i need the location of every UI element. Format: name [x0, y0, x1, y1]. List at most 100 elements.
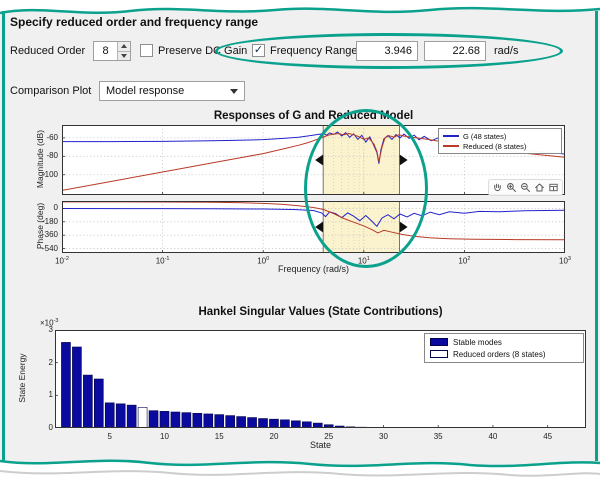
- phase-plot-canvas[interactable]: [62, 201, 565, 253]
- zoom-in-icon[interactable]: [506, 182, 517, 193]
- hankel-bar-state-13[interactable]: [192, 413, 203, 428]
- hankel-bar-state-22[interactable]: [291, 420, 301, 428]
- tick-label: 1: [48, 390, 53, 400]
- hankel-bar-state-12[interactable]: [181, 412, 192, 428]
- hankel-bar-state-7[interactable]: [126, 404, 137, 428]
- hankel-bar-state-21[interactable]: [280, 419, 290, 428]
- band-handle-right[interactable]: [399, 221, 408, 233]
- hankel-legend: Stable modes Reduced orders (8 states): [424, 333, 584, 363]
- tick-label: 10-2: [55, 256, 69, 266]
- axes-border: [62, 125, 565, 195]
- legend-swatch-stable: [430, 338, 448, 346]
- band-handle-left[interactable]: [315, 154, 324, 166]
- axes-border: [62, 201, 565, 253]
- tick-label: 35: [433, 432, 443, 441]
- hankel-bar-state-18[interactable]: [247, 417, 257, 428]
- tick-label: -540: [41, 243, 58, 253]
- tick-label: 0: [53, 203, 58, 213]
- series-line-g: [62, 208, 565, 228]
- legend-line-reduced: [443, 145, 459, 147]
- spinner-buttons: [117, 42, 130, 60]
- hankel-bar-state-8[interactable]: [137, 407, 148, 428]
- tick-label: 103: [559, 256, 571, 266]
- frequency-axis-label: Frequency (rad/s): [277, 264, 350, 274]
- hankel-bar-state-23[interactable]: [302, 421, 312, 428]
- state-axis-label: State: [309, 440, 331, 450]
- tick-label: 10: [160, 432, 169, 441]
- bode-figure: Responses of G and Reduced Model Magnitu…: [0, 108, 600, 280]
- tick-label: 30: [379, 432, 388, 441]
- band-handle-right[interactable]: [399, 154, 408, 166]
- hankel-title: Hankel Singular Values (State Contributi…: [198, 306, 443, 318]
- tick-label: -360: [41, 230, 58, 240]
- frequency-min-field[interactable]: [356, 41, 418, 61]
- tick-label: 10-1: [155, 256, 170, 266]
- tick-label: 3: [48, 325, 53, 334]
- tick-label: 5: [107, 432, 112, 441]
- band-handle-left[interactable]: [315, 221, 324, 233]
- tick-label: 101: [357, 256, 370, 266]
- tick-label: 100: [257, 256, 270, 266]
- frequency-max-field[interactable]: [424, 41, 486, 61]
- tick-label: -180: [41, 216, 58, 226]
- legend-label-g: G (48 states): [463, 131, 507, 141]
- tick-label: 2: [48, 357, 53, 367]
- hankel-bar-state-14[interactable]: [203, 413, 214, 428]
- magnitude-plot-canvas[interactable]: [62, 125, 565, 195]
- tick-label: 40: [488, 432, 498, 441]
- spinner-up-button[interactable]: [118, 42, 130, 51]
- preserve-dc-checkbox[interactable]: ✓: [140, 44, 153, 57]
- pan-hand-icon[interactable]: [492, 182, 503, 193]
- export-grid-icon[interactable]: [548, 182, 559, 193]
- reduced-order-input[interactable]: [94, 42, 117, 60]
- hankel-bar-state-16[interactable]: [225, 415, 235, 428]
- legend-entry-g: G (48 states): [443, 131, 557, 141]
- tick-label: 20: [269, 432, 279, 441]
- tick-label: 15: [214, 432, 224, 441]
- home-icon[interactable]: [534, 182, 545, 193]
- state-energy-axis-label: State Energy: [17, 353, 27, 403]
- hankel-bar-state-2[interactable]: [72, 346, 82, 428]
- legend-swatch-reduced-orders: [430, 350, 448, 358]
- spinner-down-button[interactable]: [118, 50, 130, 60]
- series-line-reduced: [62, 132, 565, 191]
- reduced-order-spinner[interactable]: [93, 41, 131, 61]
- tick-label: -80: [46, 151, 58, 161]
- axes-toolbar: [488, 179, 563, 196]
- legend-entry-reduced-orders: Reduced orders (8 states): [430, 348, 578, 360]
- hankel-plot-canvas[interactable]: [55, 330, 586, 428]
- hankel-bar-state-4[interactable]: [93, 378, 104, 428]
- tick-label: 45: [543, 432, 553, 441]
- frequency-band-highlight[interactable]: [323, 201, 400, 253]
- chevron-down-icon: [230, 88, 238, 94]
- hankel-bar-state-1[interactable]: [61, 342, 71, 428]
- section-title: Specify reduced order and frequency rang…: [10, 15, 259, 29]
- hankel-bar-state-3[interactable]: [83, 374, 93, 428]
- frequency-range-checkbox[interactable]: ✓: [252, 44, 265, 57]
- frequency-unit-label: rad/s: [494, 45, 519, 57]
- hankel-bar-state-19[interactable]: [258, 418, 268, 428]
- y-axis-multiplier: ×10-3: [40, 318, 59, 328]
- zoom-out-icon[interactable]: [520, 182, 531, 193]
- reduced-order-label: Reduced Order: [10, 45, 86, 57]
- tick-label: 0: [48, 423, 53, 432]
- hankel-bar-state-9[interactable]: [148, 410, 159, 428]
- legend-entry-reduced: Reduced (8 states): [443, 141, 557, 151]
- hankel-bar-state-17[interactable]: [236, 416, 246, 428]
- phase-plot[interactable]: [62, 201, 565, 253]
- hankel-bar-state-5[interactable]: [104, 402, 115, 428]
- hankel-bar-state-11[interactable]: [170, 411, 181, 428]
- tick-label: 25: [324, 432, 334, 441]
- preserve-dc-label: Preserve DC Gain: [158, 45, 248, 57]
- dropdown-value: Model response: [106, 85, 185, 97]
- bode-legend: G (48 states) Reduced (8 states): [438, 128, 562, 154]
- legend-label-reduced: Reduced (8 states): [463, 141, 527, 151]
- tick-label: -60: [46, 132, 58, 142]
- hankel-bar-state-6[interactable]: [115, 403, 126, 428]
- legend-line-g: [443, 135, 459, 137]
- comparison-plot-dropdown[interactable]: Model response: [99, 81, 245, 101]
- hankel-bar-state-15[interactable]: [214, 414, 225, 428]
- hankel-bar-state-20[interactable]: [269, 418, 279, 428]
